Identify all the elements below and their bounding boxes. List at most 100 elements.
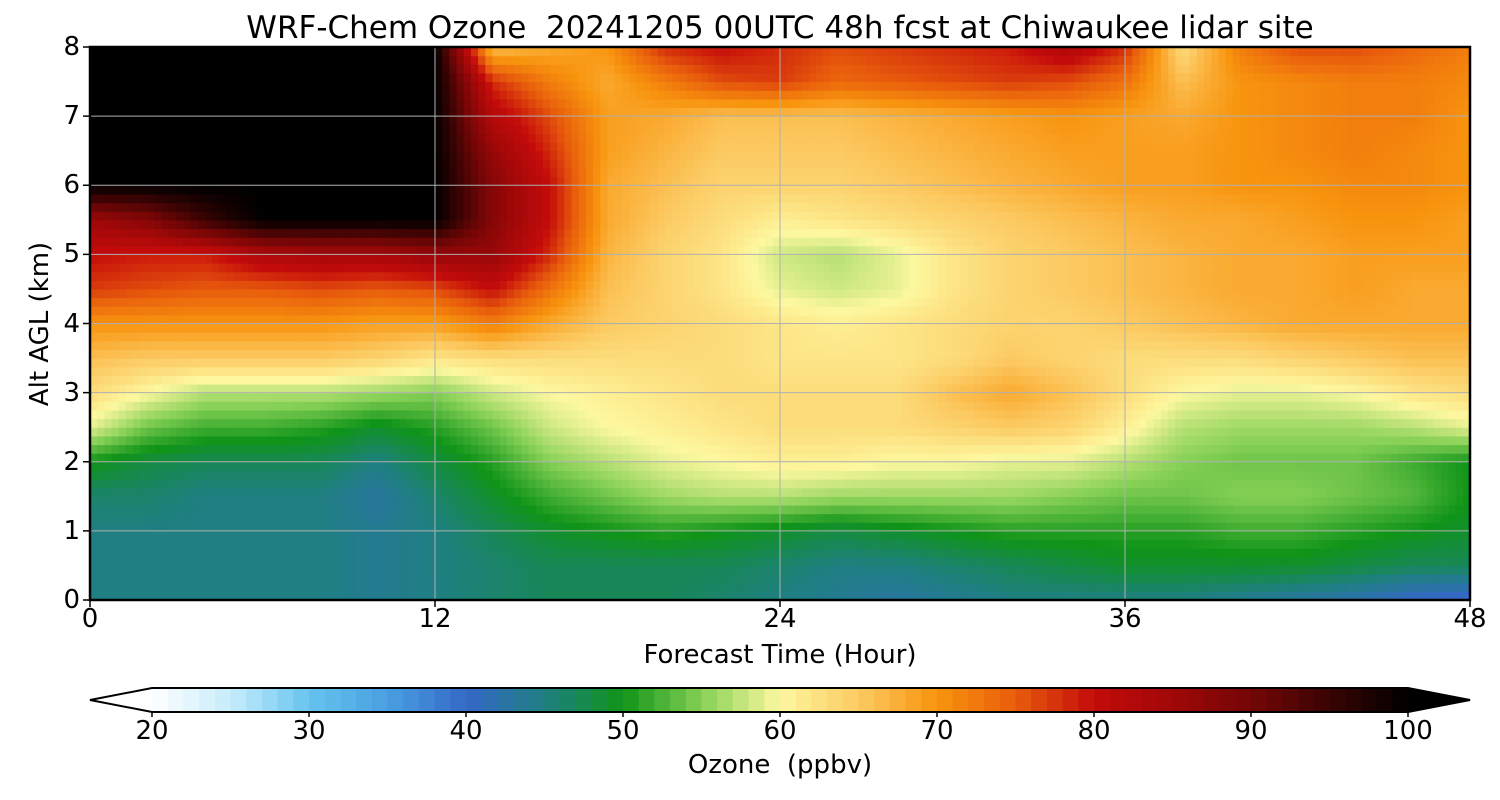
heatmap-cell: [837, 444, 846, 454]
heatmap-cell: [97, 401, 105, 411]
heatmap-cell: [176, 453, 185, 463]
heatmap-cell: [1268, 522, 1277, 532]
heatmap-cell: [391, 565, 400, 575]
heatmap-cell: [327, 383, 335, 394]
heatmap-cell: [1081, 565, 1090, 575]
heatmap-cell: [1024, 392, 1033, 402]
heatmap-cell: [276, 513, 285, 523]
heatmap-cell: [305, 427, 314, 437]
heatmap-cell: [125, 418, 134, 428]
heatmap-cell: [1462, 504, 1471, 515]
heatmap-cell: [377, 479, 386, 489]
heatmap-cell: [693, 418, 702, 428]
heatmap-cell: [312, 409, 321, 420]
heatmap-cell: [1060, 418, 1069, 428]
heatmap-cell: [528, 582, 537, 592]
heatmap-cell: [1225, 435, 1234, 446]
heatmap-cell: [1196, 461, 1205, 471]
heatmap-cell: [794, 479, 803, 489]
heatmap-cell: [895, 392, 903, 402]
heatmap-cell: [521, 401, 530, 411]
heatmap-cell: [672, 453, 680, 463]
heatmap-cell: [1462, 522, 1471, 532]
heatmap-cell: [1017, 504, 1025, 515]
heatmap-cell: [873, 522, 882, 532]
heatmap-cell: [1196, 383, 1205, 394]
heatmap-cell: [1398, 444, 1406, 454]
heatmap-cell: [190, 461, 199, 471]
heatmap-cell: [1038, 409, 1047, 420]
heatmap-cell: [995, 427, 1004, 437]
heatmap-cell: [183, 427, 192, 437]
heatmap-cell: [118, 435, 127, 446]
heatmap-cell: [1175, 461, 1184, 471]
heatmap-cell: [1448, 461, 1457, 471]
heatmap-cell: [1455, 530, 1464, 541]
heatmap-cell: [154, 435, 163, 446]
heatmap-cell: [1247, 574, 1255, 584]
heatmap-cell: [240, 582, 249, 592]
heatmap-cell: [1419, 530, 1428, 541]
heatmap-cell: [851, 435, 860, 446]
heatmap-cell: [406, 418, 415, 428]
heatmap-cell: [399, 565, 407, 575]
heatmap-cell: [1340, 375, 1349, 385]
heatmap-cell: [945, 539, 954, 549]
heatmap-cell: [780, 409, 788, 420]
heatmap-cell: [427, 539, 436, 549]
heatmap-cell: [1333, 435, 1342, 446]
heatmap-cell: [140, 401, 149, 411]
heatmap-cell: [298, 574, 307, 584]
heatmap-cell: [1426, 409, 1435, 420]
heatmap-cell: [262, 435, 271, 446]
heatmap-cell: [485, 513, 494, 523]
heatmap-cell: [1189, 453, 1198, 463]
heatmap-cell: [514, 487, 522, 497]
heatmap-cell: [284, 461, 292, 471]
heatmap-cell: [1139, 530, 1148, 541]
heatmap-cell: [154, 479, 163, 489]
heatmap-cell: [708, 548, 716, 558]
heatmap-cell: [1405, 444, 1414, 454]
heatmap-cell: [557, 470, 565, 480]
heatmap-cell: [269, 556, 278, 567]
heatmap-cell: [104, 530, 113, 541]
heatmap-cell: [1290, 444, 1299, 454]
heatmap-cell: [923, 479, 932, 489]
heatmap-cell: [305, 461, 314, 471]
heatmap-cell: [1419, 427, 1428, 437]
heatmap-cell: [391, 479, 400, 489]
heatmap-cell: [1398, 539, 1406, 549]
heatmap-cell: [1254, 591, 1263, 601]
heatmap-cell: [470, 375, 479, 385]
heatmap-cell: [1211, 522, 1220, 532]
heatmap-cell: [291, 392, 300, 402]
heatmap-cell: [1024, 427, 1033, 437]
heatmap-cell: [197, 496, 206, 506]
heatmap-cell: [1376, 392, 1385, 402]
heatmap-cell: [923, 470, 932, 480]
heatmap-cell: [1426, 548, 1435, 558]
heatmap-cell: [1010, 582, 1018, 592]
heatmap-cell: [1074, 513, 1083, 523]
heatmap-cell: [808, 453, 817, 463]
heatmap-cell: [1362, 513, 1370, 523]
heatmap-cell: [1038, 530, 1047, 541]
heatmap-cell: [1333, 392, 1342, 402]
heatmap-cell: [377, 548, 386, 558]
heatmap-cell: [233, 574, 242, 584]
heatmap-cell: [1340, 453, 1349, 463]
heatmap-cell: [974, 435, 982, 446]
heatmap-cell: [650, 574, 659, 584]
heatmap-cell: [851, 375, 860, 385]
heatmap-cell: [1017, 470, 1025, 480]
heatmap-cell: [801, 487, 810, 497]
heatmap-cell: [111, 513, 120, 523]
heatmap-cell: [715, 487, 724, 497]
heatmap-cell: [535, 375, 544, 385]
heatmap-cell: [1347, 409, 1356, 420]
heatmap-cell: [873, 539, 882, 549]
heatmap-cell: [823, 401, 831, 411]
heatmap-cell: [535, 461, 544, 471]
heatmap-cell: [1060, 479, 1069, 489]
